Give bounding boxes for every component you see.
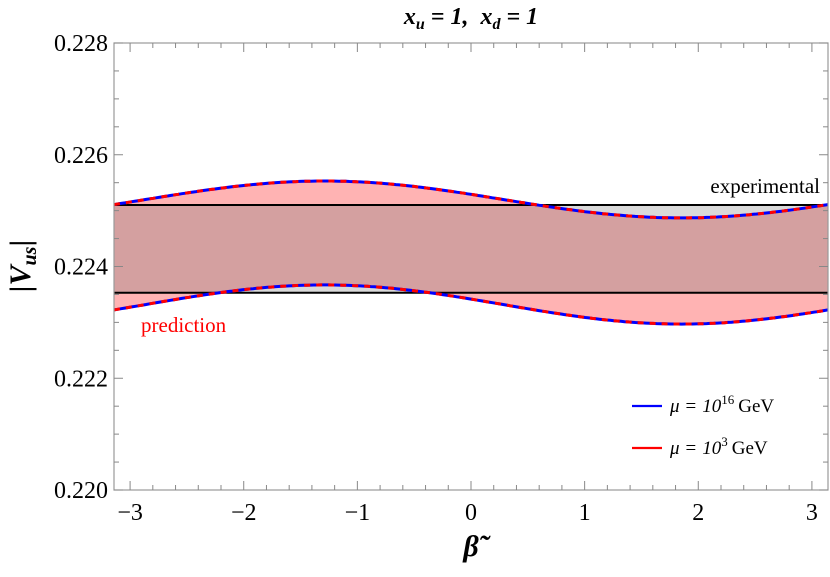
x-tick-label: −2 <box>231 500 257 526</box>
x-tick-label: −3 <box>117 500 143 526</box>
y-tick-label: 0.226 <box>54 143 108 169</box>
legend: μ = 1016 GeV μ = 103 GeV <box>632 392 774 459</box>
x-axis-label: β̃ <box>462 530 491 563</box>
overlap-band-fill <box>114 205 828 293</box>
x-tick-label: −1 <box>345 500 371 526</box>
y-tick-label: 0.222 <box>54 366 108 392</box>
legend-item-high-scale: μ = 1016 GeV <box>632 392 774 417</box>
x-tick-label: 1 <box>579 500 591 526</box>
chart-title: xu = 1, xd = 1 <box>403 4 538 33</box>
x-tick-label: 0 <box>465 500 477 526</box>
x-tick-labels: −3 −2 −1 0 1 2 3 <box>117 500 818 526</box>
experimental-label: experimental <box>710 174 820 198</box>
y-axis-label: |Vus| <box>4 240 41 292</box>
lower-curve-low-scale <box>114 283 828 326</box>
x-tick-label: 2 <box>692 500 704 526</box>
legend-item-low-scale: μ = 103 GeV <box>632 434 768 459</box>
upper-curve-low-scale <box>114 179 828 220</box>
axis-ticks <box>114 42 828 491</box>
prediction-label: prediction <box>141 313 227 337</box>
y-tick-label: 0.224 <box>54 255 108 281</box>
y-tick-label: 0.220 <box>54 478 108 504</box>
x-tick-label: 3 <box>806 500 818 526</box>
plot-area <box>114 179 828 326</box>
y-tick-labels: 0.220 0.222 0.224 0.226 0.228 <box>54 31 108 504</box>
y-tick-label: 0.228 <box>54 31 108 57</box>
